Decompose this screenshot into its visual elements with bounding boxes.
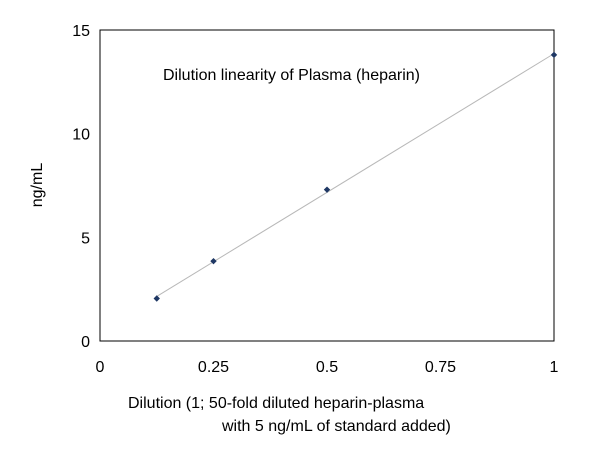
trendline — [156, 53, 555, 297]
x-tick-label: 0.75 — [425, 359, 456, 376]
plot-frame — [99, 29, 555, 342]
trendline-layer — [156, 53, 555, 297]
data-point — [153, 295, 160, 302]
plot-area — [99, 29, 555, 342]
data-point — [323, 186, 331, 193]
y-tick-label: 15 — [72, 23, 90, 40]
x-axis-ticks: 0 0.25 0.5 0.75 1 — [96, 359, 559, 376]
y-axis-title: ng/mL — [29, 163, 46, 208]
x-axis-title-line2: with 5 ng/mL of standard added) — [221, 418, 451, 435]
x-axis-title-line1: Dilution (1; 50-fold diluted heparin-pla… — [128, 395, 424, 412]
y-axis-ticks: 0 5 10 15 — [72, 23, 90, 351]
y-tick-label: 0 — [81, 334, 90, 351]
data-points-layer — [153, 51, 558, 302]
chart-title: Dilution linearity of Plasma (heparin) — [163, 67, 420, 84]
data-point — [210, 257, 217, 265]
data-point — [550, 51, 558, 59]
x-tick-label: 0 — [96, 359, 105, 376]
x-tick-label: 0.25 — [198, 359, 229, 376]
x-tick-label: 1 — [550, 359, 559, 376]
y-tick-label: 10 — [72, 127, 90, 144]
x-tick-label: 0.5 — [316, 359, 338, 376]
y-tick-label: 5 — [81, 230, 90, 247]
